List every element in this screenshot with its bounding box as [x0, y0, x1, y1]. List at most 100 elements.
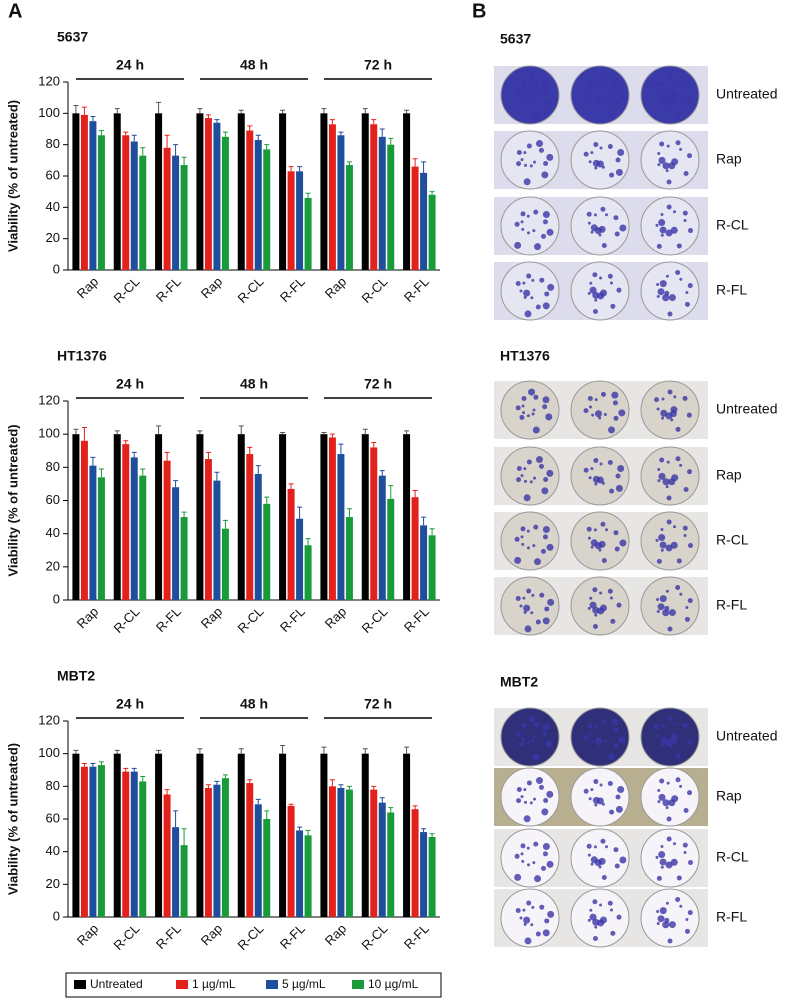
colony [583, 151, 589, 157]
colony [670, 103, 674, 107]
colony [528, 73, 536, 81]
colony [684, 616, 690, 622]
error-bar [238, 748, 244, 754]
row-label: Untreated [716, 401, 777, 417]
colony [547, 910, 555, 918]
colony [664, 917, 670, 923]
colony [662, 478, 670, 486]
colony [687, 598, 693, 604]
error-bar [156, 101, 162, 114]
colony [600, 718, 606, 724]
colony [617, 785, 625, 793]
colony [523, 815, 531, 823]
colony [590, 151, 594, 155]
colony [616, 602, 622, 608]
colony [608, 426, 615, 434]
error-bar [140, 776, 146, 782]
bar [237, 434, 245, 600]
colony [547, 283, 555, 291]
colony [670, 745, 674, 749]
bar [296, 518, 304, 600]
bar [320, 113, 328, 270]
colony [619, 539, 627, 547]
x-tick-label: Rap [198, 604, 225, 631]
colony [660, 865, 664, 869]
colony [516, 161, 522, 167]
colony [610, 618, 616, 624]
colony [590, 539, 598, 547]
colony [599, 591, 603, 595]
row-label: Rap [716, 467, 742, 483]
bar [113, 113, 121, 270]
error-bar [371, 441, 377, 448]
bar [378, 475, 386, 600]
bar [204, 459, 212, 600]
panel-label: A [8, 0, 22, 22]
colony [612, 400, 618, 406]
colony [521, 859, 525, 863]
colony [654, 82, 660, 88]
colony [514, 556, 522, 564]
bar [246, 130, 254, 270]
colony [542, 851, 548, 857]
colony [609, 488, 615, 494]
bar [196, 434, 204, 600]
bar [263, 503, 271, 600]
bar [113, 753, 121, 917]
colony [546, 469, 554, 477]
error-bar [214, 780, 220, 785]
colony [666, 519, 672, 525]
error-bar [197, 430, 203, 435]
bar [328, 786, 336, 917]
colony [532, 861, 536, 865]
colony [542, 211, 550, 219]
bar [155, 434, 163, 600]
bar [180, 165, 188, 270]
colony [547, 598, 555, 606]
error-bar [156, 425, 162, 435]
colony [587, 221, 591, 225]
colony [675, 270, 681, 276]
error-bar [247, 125, 253, 131]
bar [337, 454, 345, 600]
colony [592, 936, 598, 942]
x-tick-label: R-FL [401, 604, 432, 635]
error-bar [181, 828, 187, 846]
colony [514, 536, 520, 542]
colony [533, 841, 539, 847]
colony [532, 735, 536, 739]
colony [614, 546, 620, 552]
colony [666, 144, 670, 148]
colony [526, 741, 530, 745]
colony [526, 99, 530, 103]
colony [590, 862, 594, 866]
y-tick-label: 60 [46, 492, 60, 507]
bar [328, 124, 336, 270]
colony [516, 150, 522, 156]
y-tick-label: 0 [53, 591, 60, 606]
colony [516, 466, 522, 472]
colony [592, 899, 598, 905]
well [500, 828, 560, 888]
colony [520, 535, 524, 539]
y-axis-label: Viability (% of untreated) [5, 100, 20, 252]
bar [196, 753, 204, 917]
error-bar [280, 745, 286, 754]
colony [516, 798, 522, 804]
y-axis-label: Viability (% of untreated) [5, 743, 20, 895]
colony [612, 727, 618, 733]
bar [122, 135, 130, 270]
colony [530, 611, 534, 615]
legend-box [65, 972, 442, 998]
error-bar [412, 158, 418, 167]
colony [683, 219, 687, 223]
colony [587, 606, 591, 610]
bar [345, 165, 353, 270]
colony [658, 219, 666, 227]
bar [320, 753, 328, 917]
error-bar [362, 108, 368, 114]
bar [304, 545, 312, 600]
colony [593, 213, 597, 217]
error-bar [140, 147, 146, 156]
